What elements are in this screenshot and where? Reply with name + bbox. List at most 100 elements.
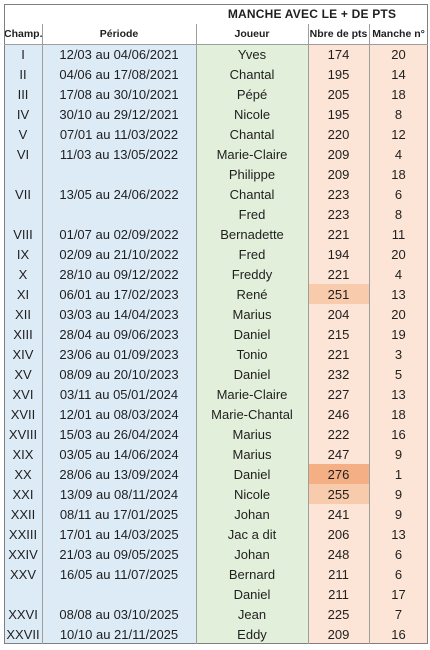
cell-joueur: Fred: [196, 204, 308, 224]
table-row: XV 08/09 au 20/10/2023 Daniel 232 5: [4, 364, 429, 384]
cell-periode: 01/07 au 02/09/2022: [42, 224, 196, 244]
cell-manche: 7: [369, 604, 429, 624]
table-row: XXVII 10/10 au 21/11/2025 Eddy 209 16: [4, 624, 429, 644]
cell-champ: XXI: [4, 484, 42, 504]
cell-pts: 221: [308, 264, 369, 284]
cell-joueur: René: [196, 284, 308, 304]
cell-pts: 227: [308, 384, 369, 404]
cell-pts: 255: [308, 484, 369, 504]
cell-joueur: Johan: [196, 544, 308, 564]
record-table: MANCHE AVEC LE + DE PTS Champ. Période J…: [4, 4, 429, 644]
cell-manche: 8: [369, 104, 429, 124]
cell-joueur: Marius: [196, 304, 308, 324]
cell-champ: VIII: [4, 224, 42, 244]
cell-joueur: Tonio: [196, 344, 308, 364]
cell-joueur: Freddy: [196, 264, 308, 284]
cell-manche: 16: [369, 424, 429, 444]
cell-periode: 30/10 au 29/12/2021: [42, 104, 196, 124]
table-row: XXII 08/11 au 17/01/2025 Johan 241 9: [4, 504, 429, 524]
cell-joueur: Chantal: [196, 64, 308, 84]
table-row: XXIV 21/03 au 09/05/2025 Johan 248 6: [4, 544, 429, 564]
cell-manche: 9: [369, 444, 429, 464]
cell-pts: 223: [308, 184, 369, 204]
cell-champ: XVI: [4, 384, 42, 404]
cell-pts: 204: [308, 304, 369, 324]
cell-pts: 195: [308, 104, 369, 124]
cell-champ: [4, 584, 42, 604]
table-title: MANCHE AVEC LE + DE PTS: [227, 7, 397, 21]
header-periode: Période: [99, 28, 139, 40]
cell-joueur: Jac a dit: [196, 524, 308, 544]
cell-pts: 206: [308, 524, 369, 544]
table-row: III 17/08 au 30/10/2021 Pépé 205 18: [4, 84, 429, 104]
cell-periode: [42, 204, 196, 224]
cell-joueur: Pépé: [196, 84, 308, 104]
table-row: Philippe 209 18: [4, 164, 429, 184]
cell-pts: 221: [308, 224, 369, 244]
cell-pts: 220: [308, 124, 369, 144]
table-row: XI 06/01 au 17/02/2023 René 251 13: [4, 284, 429, 304]
cell-champ: XIII: [4, 324, 42, 344]
cell-periode: 02/09 au 21/10/2022: [42, 244, 196, 264]
cell-manche: 4: [369, 264, 429, 284]
cell-periode: 16/05 au 11/07/2025: [42, 564, 196, 584]
table-row: XIX 03/05 au 14/06/2024 Marius 247 9: [4, 444, 429, 464]
cell-manche: 18: [369, 164, 429, 184]
cell-pts: 223: [308, 204, 369, 224]
cell-periode: [42, 164, 196, 184]
table-row: VII 13/05 au 24/06/2022 Chantal 223 6: [4, 184, 429, 204]
cell-champ: IX: [4, 244, 42, 264]
cell-periode: 06/01 au 17/02/2023: [42, 284, 196, 304]
table-row: VIII 01/07 au 02/09/2022 Bernadette 221 11: [4, 224, 429, 244]
cell-manche: 5: [369, 364, 429, 384]
cell-periode: 23/06 au 01/09/2023: [42, 344, 196, 364]
cell-champ: XIV: [4, 344, 42, 364]
cell-manche: 6: [369, 544, 429, 564]
cell-manche: 17: [369, 584, 429, 604]
cell-pts: 209: [308, 164, 369, 184]
cell-champ: XI: [4, 284, 42, 304]
cell-joueur: Nicole: [196, 484, 308, 504]
header-pts: Nbre de pts: [309, 28, 368, 40]
table-row: Daniel 211 17: [4, 584, 429, 604]
cell-periode: 08/11 au 17/01/2025: [42, 504, 196, 524]
cell-manche: 20: [369, 304, 429, 324]
cell-joueur: Daniel: [196, 324, 308, 344]
cell-periode: 03/11 au 05/01/2024: [42, 384, 196, 404]
cell-joueur: Daniel: [196, 584, 308, 604]
cell-periode: 07/01 au 11/03/2022: [42, 124, 196, 144]
table-row: XII 03/03 au 14/04/2023 Marius 204 20: [4, 304, 429, 324]
cell-manche: 18: [369, 404, 429, 424]
table-row: XIV 23/06 au 01/09/2023 Tonio 221 3: [4, 344, 429, 364]
cell-joueur: Marius: [196, 444, 308, 464]
cell-manche: 16: [369, 624, 429, 644]
cell-pts: 225: [308, 604, 369, 624]
table-row: XX 28/06 au 13/09/2024 Daniel 276 1: [4, 464, 429, 484]
cell-joueur: Marie-Chantal: [196, 404, 308, 424]
table-row: I 12/03 au 04/06/2021 Yves 174 20: [4, 44, 429, 64]
cell-joueur: Marie-Claire: [196, 384, 308, 404]
table-row: VI 11/03 au 13/05/2022 Marie-Claire 209 4: [4, 144, 429, 164]
cell-champ: XXII: [4, 504, 42, 524]
cell-pts: 211: [308, 564, 369, 584]
cell-pts: 246: [308, 404, 369, 424]
cell-periode: 11/03 au 13/05/2022: [42, 144, 196, 164]
cell-manche: 6: [369, 564, 429, 584]
cell-manche: 18: [369, 84, 429, 104]
cell-joueur: Daniel: [196, 464, 308, 484]
cell-manche: 1: [369, 464, 429, 484]
table-row: V 07/01 au 11/03/2022 Chantal 220 12: [4, 124, 429, 144]
cell-manche: 11: [369, 224, 429, 244]
cell-champ: [4, 164, 42, 184]
cell-joueur: Marie-Claire: [196, 144, 308, 164]
cell-manche: 6: [369, 184, 429, 204]
cell-pts: 248: [308, 544, 369, 564]
table-row: XXIII 17/01 au 14/03/2025 Jac a dit 206 13: [4, 524, 429, 544]
cell-champ: XXIV: [4, 544, 42, 564]
cell-joueur: Yves: [196, 44, 308, 64]
cell-periode: 17/01 au 14/03/2025: [42, 524, 196, 544]
cell-periode: 08/08 au 03/10/2025: [42, 604, 196, 624]
cell-champ: X: [4, 264, 42, 284]
cell-periode: 28/04 au 09/06/2023: [42, 324, 196, 344]
